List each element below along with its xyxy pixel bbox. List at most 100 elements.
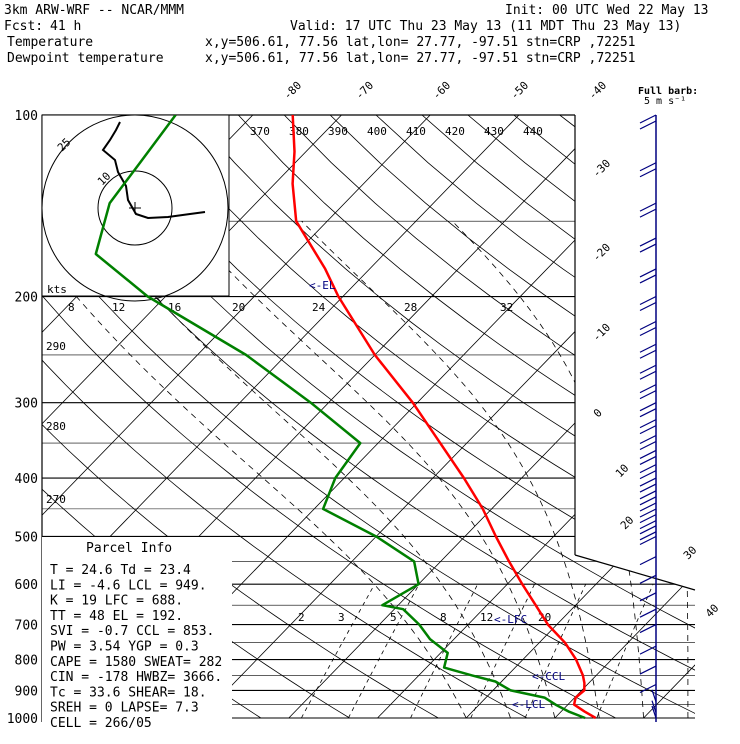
temperature-trace — [293, 115, 596, 718]
marker-el: <-EL — [309, 279, 336, 292]
wind-barb-flag — [640, 557, 656, 565]
parcel-info-row: TT = 48 EL = 192. — [50, 609, 183, 624]
theta-label: 280 — [46, 420, 66, 433]
isotherm-label: -80 — [281, 79, 304, 102]
wind-barb — [640, 163, 656, 177]
wind-barb — [640, 685, 656, 693]
isotherm-label: -30 — [590, 157, 613, 180]
wind-barb — [640, 646, 656, 654]
theta-label: 390 — [328, 125, 348, 138]
parcel-info-row: CIN = -178 HWBZ= 3666. — [50, 670, 222, 685]
isotherm-line — [378, 115, 740, 718]
marker-ccl: <-CCL — [532, 670, 565, 683]
wind-barb — [640, 238, 656, 252]
isotherm-label: -20 — [590, 241, 613, 264]
fcst-value: 41 h — [50, 19, 81, 34]
isotherm-label: -60 — [430, 79, 453, 102]
wind-barb-flag — [640, 646, 656, 654]
wind-barb-flag — [640, 685, 656, 693]
wind-barb — [640, 625, 656, 633]
dry-adiabat — [376, 115, 740, 718]
pressure-label: 800 — [15, 654, 38, 669]
mixing-ratio-label: 2 — [298, 611, 305, 624]
wind-barb — [640, 321, 656, 335]
valid-time: Valid: 17 UTC Thu 23 May 13 (11 MDT Thu … — [290, 19, 681, 34]
dry-adiabat — [606, 115, 740, 718]
wind-barb — [640, 385, 656, 399]
wind-note-line2: 5 m s⁻¹ — [644, 96, 686, 107]
isotherm-label: 10 — [613, 462, 632, 481]
pressure-label: 400 — [15, 472, 38, 487]
isotherm-label: -50 — [508, 79, 531, 102]
parcel-info-row: T = 24.6 Td = 23.4 — [50, 563, 191, 578]
wind-barb — [640, 403, 656, 417]
wind-barb — [640, 491, 656, 505]
theta-label: 270 — [46, 493, 66, 506]
mixing-ratio-label: 24 — [312, 301, 326, 314]
parcel-info-row: SREH = 0 LAPSE= 7.3 — [50, 701, 199, 716]
pressure-label: 600 — [15, 578, 38, 593]
wind-barb — [640, 344, 656, 358]
wind-barb — [640, 536, 656, 544]
wind-barb — [640, 269, 656, 283]
mixing-ratio-line — [597, 584, 653, 718]
wind-barb — [640, 557, 656, 565]
wind-barb — [640, 420, 656, 434]
theta-label: 400 — [367, 125, 387, 138]
mixing-ratio-label: 8 — [68, 301, 75, 314]
parcel-info-row: CELL = 266/05 — [50, 716, 152, 731]
theta-label: 430 — [484, 125, 504, 138]
theta-label: 420 — [445, 125, 465, 138]
fcst-label: Fcst: — [4, 19, 43, 34]
model-title: 3km ARW-WRF -- NCAR/MMM — [4, 3, 184, 18]
dry-adiabat — [192, 115, 740, 718]
wind-barb-flag — [640, 536, 656, 544]
marker-lcl: <-LCL — [512, 698, 545, 711]
mixing-ratio-label: 8 — [440, 611, 447, 624]
isotherm-line — [732, 115, 740, 718]
isotherm-label: 30 — [681, 544, 700, 563]
wind-barb — [640, 593, 656, 601]
pressure-label: 200 — [15, 291, 38, 306]
dry-adiabat — [468, 115, 740, 718]
wind-barb — [640, 503, 656, 517]
wind-barb — [640, 450, 656, 464]
mixing-ratio-label: 3 — [338, 611, 345, 624]
mixing-ratio-label: 20 — [232, 301, 245, 314]
dry-adiabat — [330, 115, 740, 718]
mixing-ratio-label: 28 — [404, 301, 417, 314]
isotherm-line — [644, 115, 740, 718]
isotherm-label: 0 — [591, 406, 605, 420]
wind-barb-flag — [640, 666, 656, 674]
pressure-label: 100 — [15, 109, 38, 124]
parcel-info-row: Tc = 33.6 SHEAR= 18. — [50, 685, 207, 700]
parcel-info-row: K = 19 LFC = 688. — [50, 594, 183, 609]
wind-barb — [640, 435, 656, 449]
isotherm-line — [289, 115, 740, 718]
legend-temperature-info: x,y=506.61, 77.56 lat,lon= 27.77, -97.51… — [205, 35, 635, 50]
wind-barb — [640, 297, 656, 311]
init-time: Init: 00 UTC Wed 22 May 13 — [505, 3, 709, 18]
moist-adiabat — [302, 221, 600, 718]
parcel-info-title: Parcel Info — [86, 541, 172, 556]
mixing-ratio-label: 12 — [480, 611, 493, 624]
legend-dewpoint: Dewpoint temperature — [7, 51, 164, 66]
pressure-label: 300 — [15, 397, 38, 412]
pressure-label: 900 — [15, 684, 38, 699]
dry-adiabat — [514, 115, 740, 718]
isotherm-label: -70 — [353, 79, 376, 102]
isotherm-label: -10 — [590, 321, 613, 344]
pressure-label: 1000 — [7, 712, 38, 727]
mixing-ratio-line — [301, 584, 374, 718]
isotherm-label: 20 — [618, 514, 637, 533]
wind-barb — [640, 465, 656, 479]
wind-barb — [640, 203, 656, 217]
isotherm-line — [200, 115, 740, 718]
hodograph-units: kts — [47, 283, 67, 296]
wind-barb-flag — [640, 593, 656, 601]
theta-label: 380 — [289, 125, 309, 138]
wind-barb — [640, 365, 656, 379]
pressure-label: 700 — [15, 619, 38, 634]
